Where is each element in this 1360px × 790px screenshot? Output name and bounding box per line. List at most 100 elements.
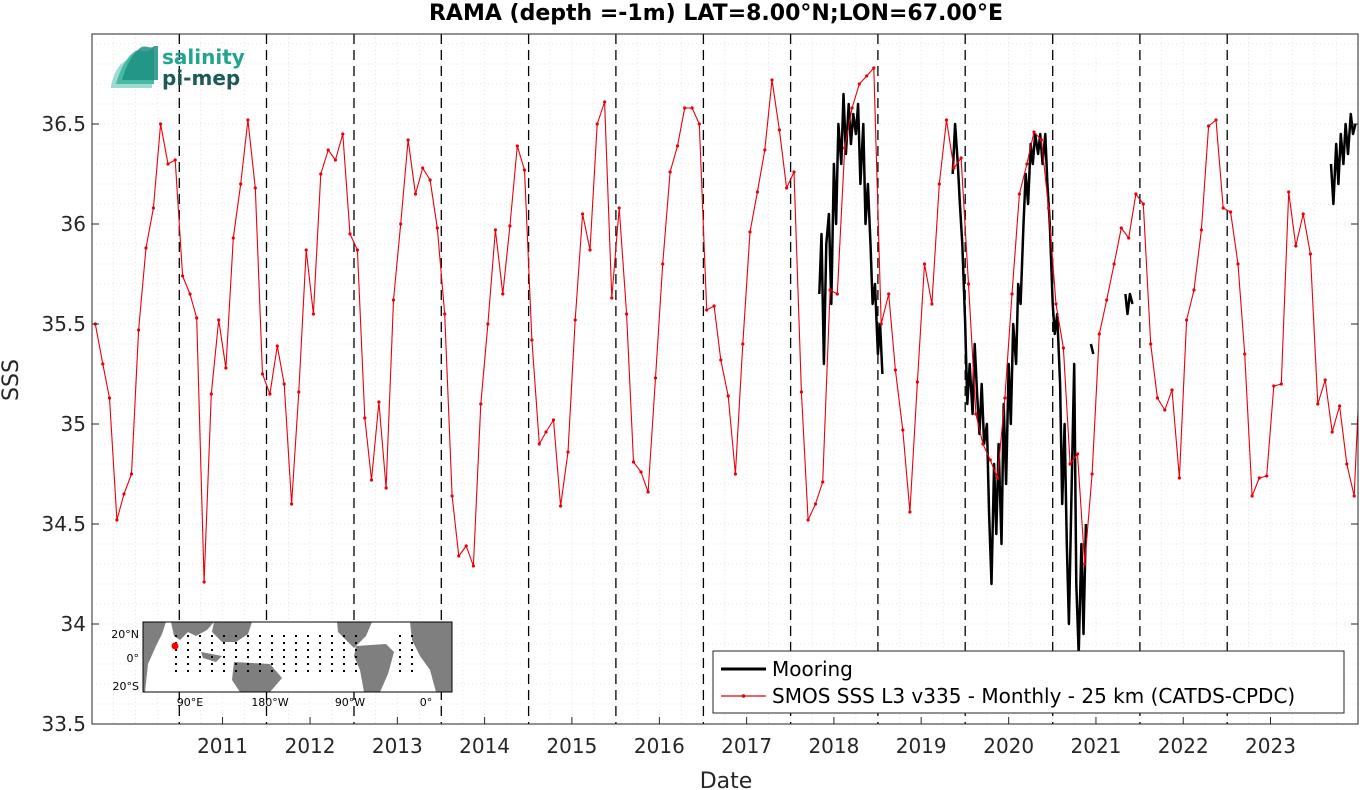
smos-point — [610, 296, 614, 300]
buoy-dot — [211, 642, 213, 644]
smos-point — [239, 182, 243, 186]
buoy-dot — [223, 670, 225, 672]
inset-map: 20°N 0° 20°S 90°E 180°W 90°W 0° — [111, 621, 453, 709]
y-axis-ticks: 33.5 34 34.5 35 35.5 36 36.5 — [41, 112, 1358, 736]
buoy-dot — [295, 656, 297, 658]
smos-point — [719, 358, 723, 362]
buoy-dot — [211, 663, 213, 665]
smos-point — [1265, 474, 1269, 478]
buoy-dot — [343, 670, 345, 672]
smos-point — [479, 402, 483, 406]
year-divider-lines — [178, 34, 1228, 724]
mooring-line-segment-2 — [1089, 343, 1095, 355]
buoy-dot — [247, 649, 249, 651]
smos-point — [1163, 408, 1167, 412]
smos-point — [107, 396, 112, 400]
smos-point — [275, 344, 279, 348]
buoy-dot — [259, 663, 261, 665]
mooring-array-dots — [175, 635, 413, 672]
smos-point — [966, 282, 971, 286]
smos-point — [581, 212, 585, 216]
smos-line — [94, 67, 1358, 583]
smos-point — [217, 318, 221, 322]
smos-point — [639, 470, 643, 474]
x-axis-label: Date — [700, 769, 753, 790]
smos-point — [377, 400, 381, 404]
smos-point — [202, 580, 206, 584]
buoy-dot — [331, 670, 333, 672]
smos-point — [115, 518, 119, 522]
buoy-dot — [175, 635, 177, 637]
buoy-dot — [331, 642, 333, 644]
buoy-dot — [271, 670, 273, 672]
x-tick-label: 2013 — [372, 734, 423, 758]
smos-point — [1221, 206, 1225, 210]
buoy-dot — [271, 663, 273, 665]
buoy-dot — [319, 642, 321, 644]
smos-point — [1025, 162, 1029, 166]
x-tick-label: 2019 — [896, 734, 947, 758]
x-tick-label: 2011 — [197, 734, 248, 758]
smos-point — [1003, 396, 1007, 400]
buoy-dot — [271, 649, 273, 651]
map-lon-label-90w: 90°W — [335, 696, 365, 709]
buoy-dot — [411, 670, 413, 672]
smos-point — [311, 312, 315, 316]
smos-point — [566, 450, 570, 454]
smos-point — [1199, 228, 1203, 232]
buoy-dot — [187, 642, 189, 644]
buoy-dot — [411, 649, 413, 651]
smos-point — [631, 460, 636, 464]
smos-point — [1141, 202, 1145, 206]
y-axis-label: SSS — [0, 359, 24, 401]
smos-point — [144, 246, 148, 250]
smos-point — [122, 492, 126, 496]
buoy-dot — [343, 649, 345, 651]
smos-point — [1075, 452, 1080, 456]
buoy-dot — [223, 663, 225, 665]
buoy-dot — [235, 656, 237, 658]
smos-point — [683, 106, 687, 110]
smos-point — [1119, 226, 1123, 230]
smos-point — [290, 502, 294, 506]
smos-point — [363, 416, 367, 420]
grid-lines — [92, 34, 1358, 725]
smos-point — [777, 128, 782, 132]
buoy-dot — [271, 635, 273, 637]
buoy-dot — [399, 656, 401, 658]
buoy-dot — [319, 635, 321, 637]
smos-point — [792, 170, 796, 174]
map-lat-label-20n: 20°N — [111, 628, 139, 641]
smos-point — [733, 472, 738, 476]
smos-point — [1010, 292, 1014, 296]
buoy-dot — [235, 642, 237, 644]
smos-point — [1068, 462, 1072, 466]
buoy-dot — [331, 635, 333, 637]
smos-point — [501, 292, 505, 296]
buoy-dot — [187, 656, 189, 658]
smos-point — [661, 262, 665, 266]
buoy-dot — [319, 663, 321, 665]
buoy-dot — [247, 670, 249, 672]
buoy-dot — [283, 642, 285, 644]
smos-point — [304, 248, 308, 252]
selected-mooring-marker — [171, 642, 179, 650]
map-lon-label-180w: 180°W — [251, 696, 288, 709]
smos-point — [741, 342, 745, 346]
buoy-dot — [199, 649, 201, 651]
smos-point — [522, 168, 527, 172]
smos-point — [209, 392, 213, 396]
smos-point — [537, 442, 541, 446]
buoy-dot — [247, 642, 249, 644]
smos-point — [705, 308, 709, 312]
smos-point — [1170, 388, 1174, 392]
smos-point — [879, 322, 883, 326]
smos-point — [493, 228, 497, 232]
legend-smos-marker — [741, 694, 746, 698]
buoy-dot — [355, 642, 357, 644]
buoy-dot — [211, 635, 213, 637]
map-lat-label-0: 0° — [127, 652, 140, 665]
buoy-dot — [399, 649, 401, 651]
x-tick-label: 2016 — [634, 734, 685, 758]
smos-point — [588, 248, 592, 252]
